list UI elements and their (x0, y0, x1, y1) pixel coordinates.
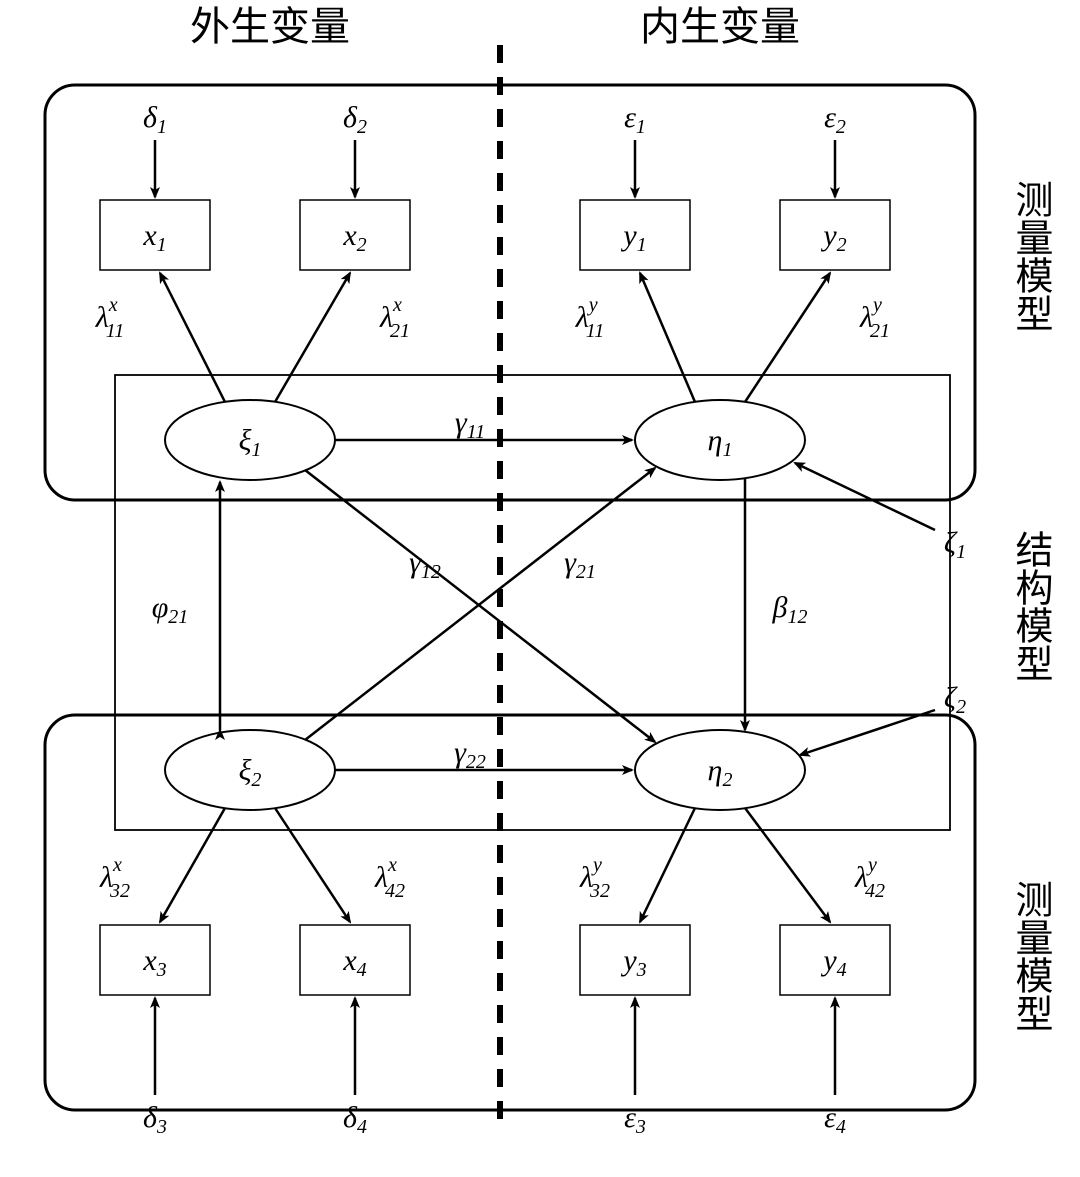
arr-ly21 (745, 273, 830, 402)
lbl-ly42: λy42 (854, 854, 885, 902)
arr-g12 (305, 470, 655, 742)
err-z1: ζ1 (944, 526, 966, 563)
arr-lx42 (275, 808, 350, 922)
arr-lx21 (275, 273, 350, 402)
lbl-ly32: λy32 (579, 854, 610, 902)
lbl-lx11: λx11 (95, 294, 124, 342)
arr-g21 (305, 468, 655, 740)
side-structure: 结构模型 (1009, 530, 1052, 682)
lbl-lx42: λx42 (374, 854, 405, 902)
err-d3: δ3 (143, 1101, 167, 1138)
side-measure-bottom: 测量模型 (1009, 880, 1052, 1032)
ellipse-eta2: η2 (635, 730, 805, 810)
ellipse-xi2: ξ2 (165, 730, 335, 810)
err-d1: δ1 (143, 101, 167, 138)
box-x3: x3 (100, 925, 210, 995)
err-d4: δ4 (343, 1101, 367, 1138)
header-endogenous: 内生变量 (640, 4, 800, 49)
lbl-g21: γ21 (564, 546, 596, 583)
box-y3: y3 (580, 925, 690, 995)
lbl-phi21: φ21 (152, 591, 189, 628)
arr-z2 (800, 710, 935, 755)
ellipse-xi1: ξ1 (165, 400, 335, 480)
arr-lx32 (160, 808, 225, 922)
lbl-lx21: λx21 (379, 294, 410, 342)
lbl-ly11: λy11 (575, 294, 604, 342)
box-y1: y1 (580, 200, 690, 270)
err-d2: δ2 (343, 101, 367, 138)
box-x1: x1 (100, 200, 210, 270)
sem-diagram: 外生变量 内生变量 测量模型 结构模型 测量模型 x1 x2 y1 y2 x3 … (0, 0, 1080, 1177)
err-z2: ζ2 (944, 681, 966, 718)
ellipse-eta1: η1 (635, 400, 805, 480)
side-measure-top: 测量模型 (1009, 180, 1052, 332)
lbl-g11: γ11 (455, 406, 485, 443)
lbl-b12: β12 (772, 591, 808, 628)
lbl-g12: γ12 (409, 546, 441, 583)
box-y4: y4 (780, 925, 890, 995)
box-x2: x2 (300, 200, 410, 270)
arr-ly32 (640, 808, 695, 922)
lbl-g22: γ22 (454, 736, 486, 773)
lbl-ly21: λy21 (859, 294, 890, 342)
err-e3: ε3 (624, 1101, 646, 1138)
header-exogenous: 外生变量 (190, 4, 350, 49)
box-y2: y2 (780, 200, 890, 270)
err-e4: ε4 (824, 1101, 846, 1138)
lbl-lx32: λx32 (99, 854, 130, 902)
arr-ly11 (640, 273, 695, 402)
err-e2: ε2 (824, 101, 846, 138)
box-x4: x4 (300, 925, 410, 995)
arr-ly42 (745, 808, 830, 922)
arr-z1 (795, 463, 935, 530)
err-e1: ε1 (624, 101, 646, 138)
arr-lx11 (160, 273, 225, 402)
